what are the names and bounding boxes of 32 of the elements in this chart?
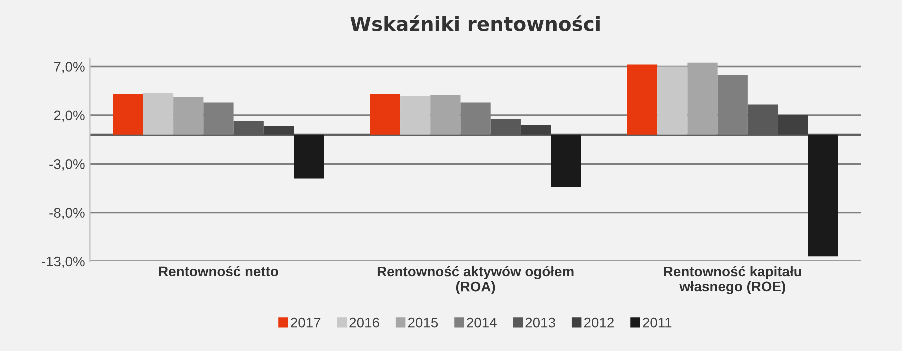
x-tick-label: Rentowność kapitału własnego (ROE) [664,266,802,294]
bar [174,96,204,135]
bar [808,134,838,257]
legend-label: 2015 [408,318,438,328]
bar [551,134,582,188]
y-tick-label: -8,0% [50,208,85,220]
bar [430,94,461,135]
bar [370,94,401,135]
bar [778,115,808,135]
bar [658,66,688,135]
bar [143,93,174,135]
legend-label: 2016 [350,318,380,328]
y-tick-label: -3,0% [50,159,85,171]
bar [627,64,658,135]
bar [718,76,748,135]
y-tick-label: 2,0% [54,110,85,122]
bar [113,94,144,135]
x-tick-label: Rentowność aktywów ogółem (ROA) [378,266,574,294]
y-tick-label: 7,0% [54,62,85,74]
chart-title: Wskaźniki rentowności [350,16,600,32]
legend-label: 2014 [467,318,497,328]
x-tick-label: Rentowność netto [159,266,278,277]
legend-label: 2013 [526,318,556,328]
bar [294,134,324,179]
legend-label: 2017 [291,318,321,328]
legend-label: 2011 [643,318,672,328]
y-tick-label: -13,0% [42,256,85,268]
bar [264,126,294,135]
bar [400,96,431,135]
bar [520,125,552,135]
bar [688,62,718,135]
legend-label: 2012 [584,318,614,328]
